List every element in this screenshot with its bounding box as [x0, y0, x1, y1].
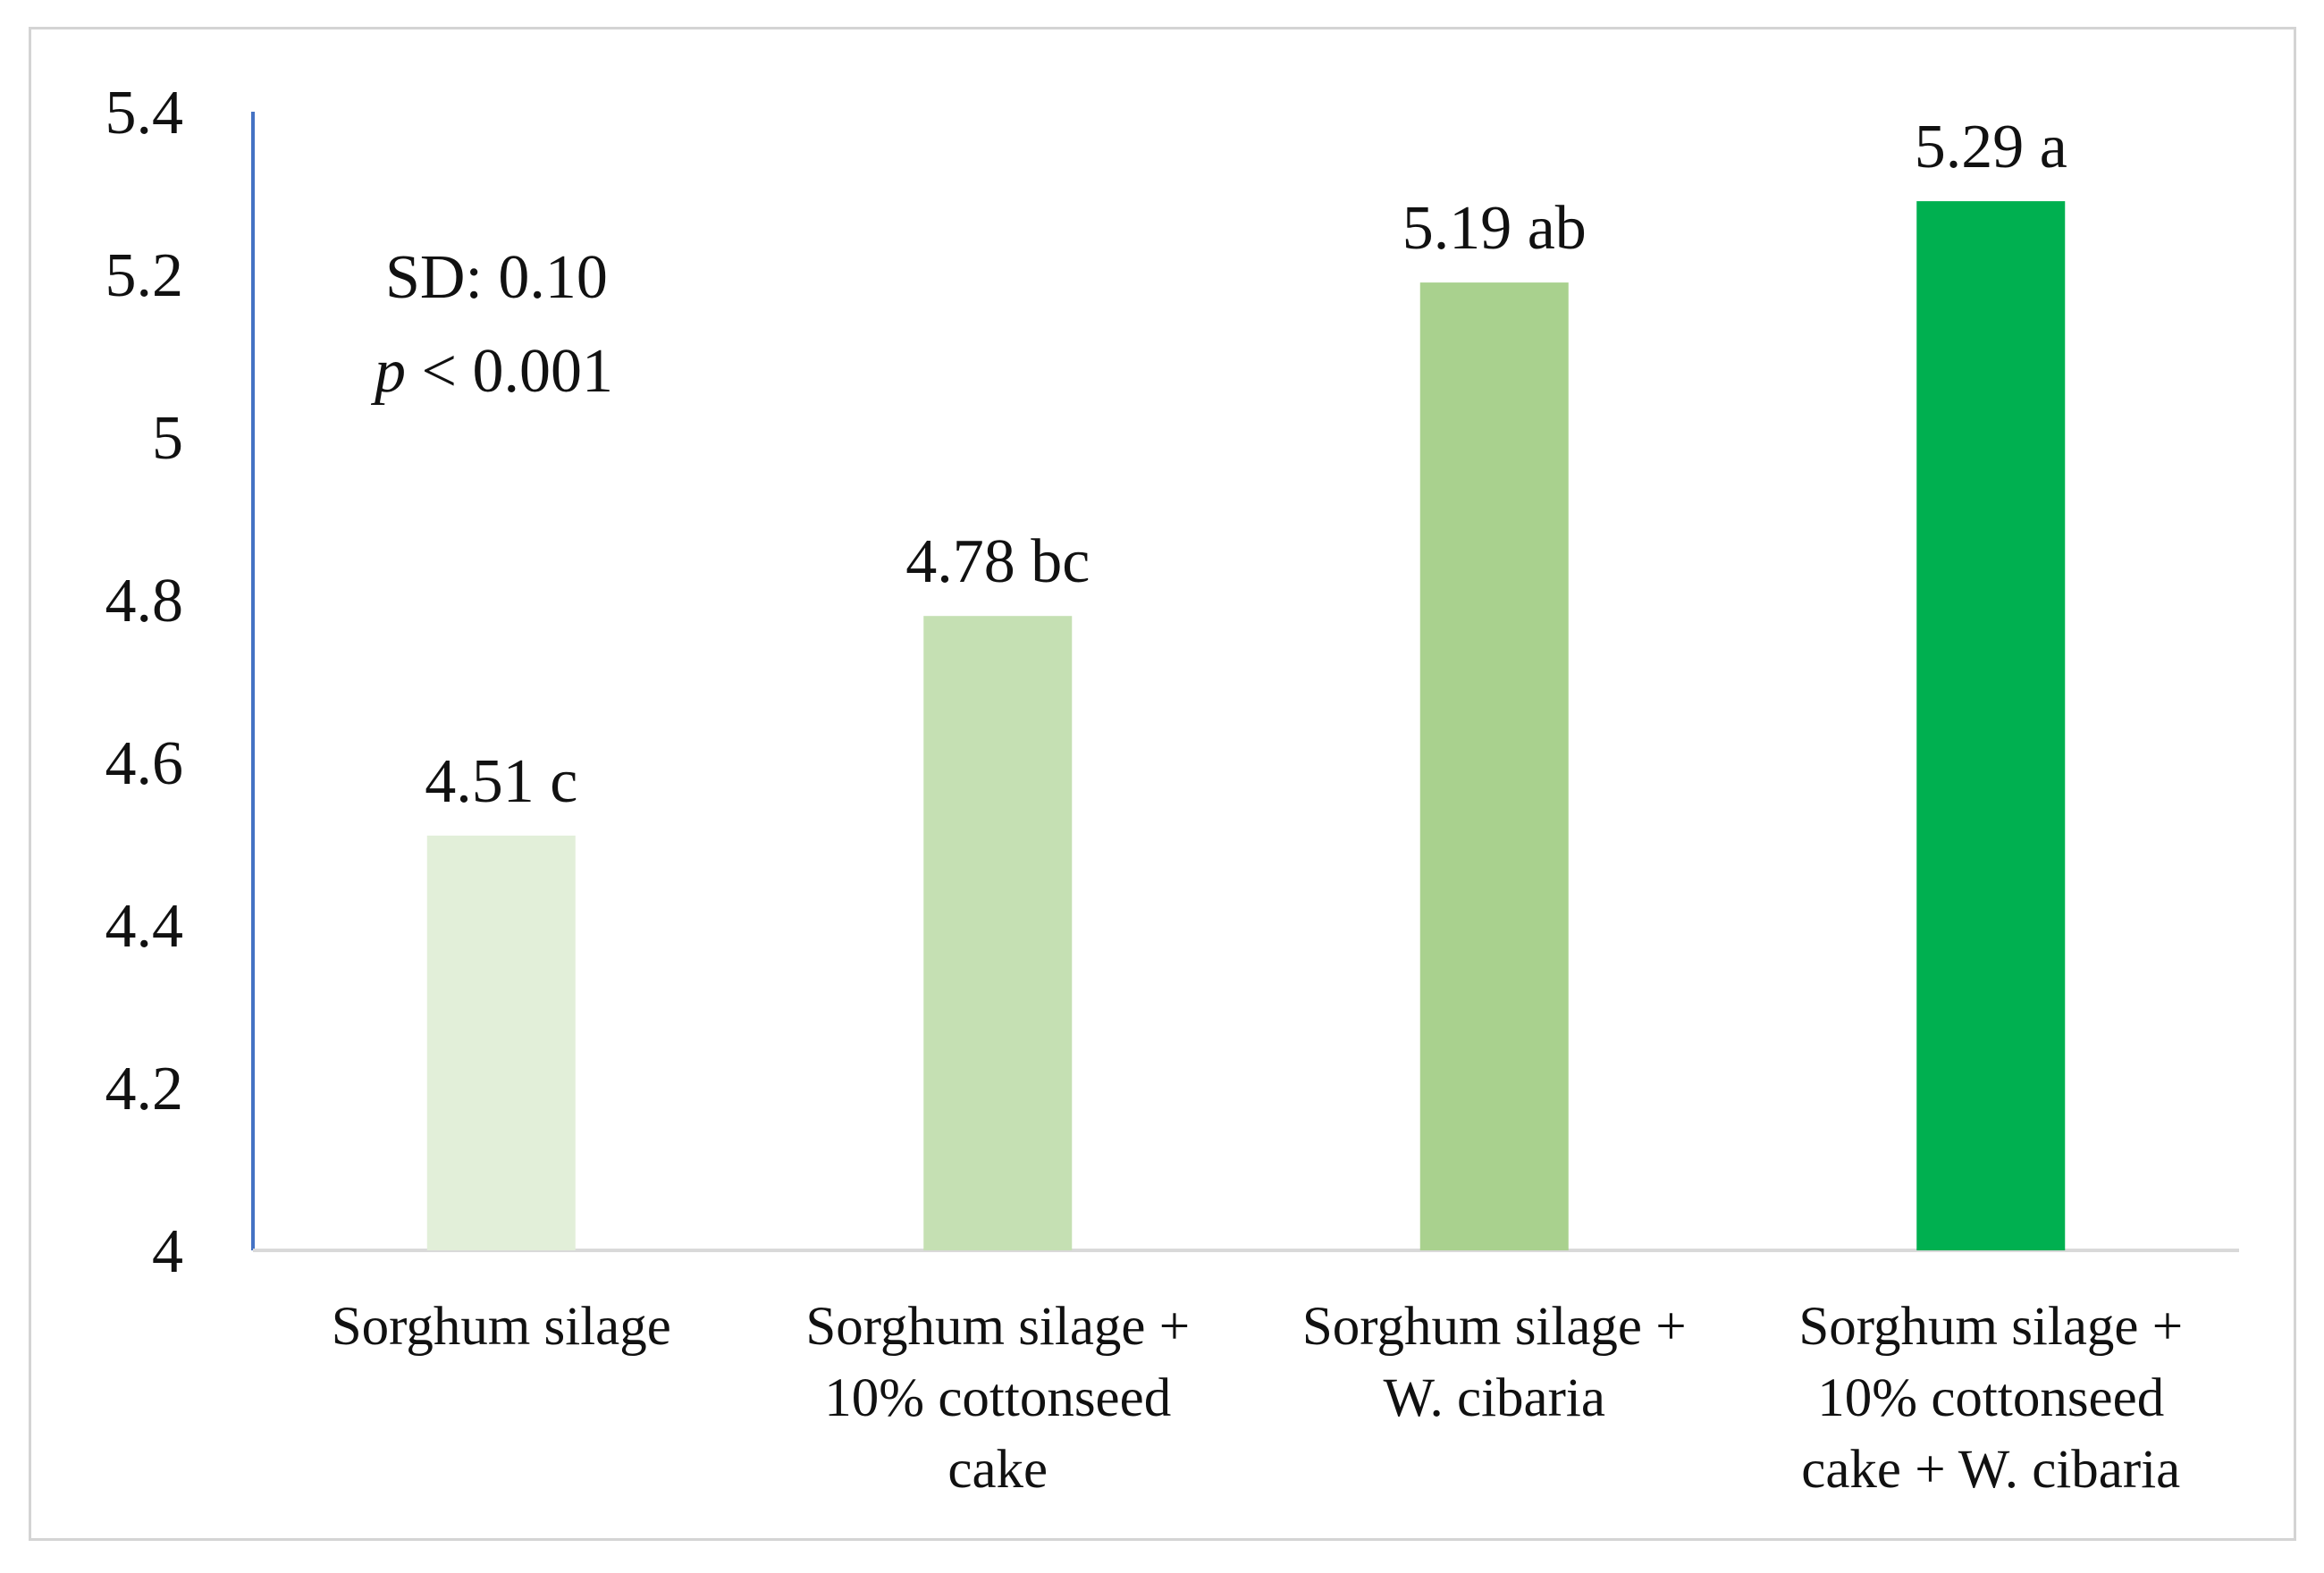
category-label-line: Sorghum silage +	[805, 1297, 1190, 1357]
y-tick-label: 5.2	[105, 241, 184, 310]
category-label-line: Sorghum silage +	[1302, 1297, 1687, 1357]
bar-chart: 4 4.2 4.4 4.6 4.8 5 5.2 5.4 4.51 c 4.78 bc 5.19 a…	[105, 79, 2239, 1500]
data-labels-group: 4.51 c 4.78 bc 5.19 ab 5.29 a	[425, 113, 2067, 816]
bar	[1419, 282, 1569, 1251]
bar-data-label: 5.19 ab	[1402, 194, 1587, 263]
y-tick-label: 4	[152, 1217, 183, 1286]
category-label-line: W. cibaria	[1384, 1368, 1605, 1428]
chart-frame: 4 4.2 4.4 4.6 4.8 5 5.2 5.4 4.51 c 4.78 bc 5.19 a…	[29, 27, 2296, 1541]
bar-data-label: 4.78 bc	[905, 527, 1090, 596]
bar-data-label: 5.29 a	[1915, 113, 2067, 181]
y-tick-label: 4.6	[105, 729, 184, 798]
y-tick-labels: 4 4.2 4.4 4.6 4.8 5 5.2 5.4	[105, 79, 184, 1286]
y-tick-label: 4.2	[105, 1055, 184, 1123]
category-label-line: Sorghum silage +	[1798, 1297, 2183, 1357]
p-rest: < 0.001	[406, 337, 613, 406]
category-label-line: cake + W. cibaria	[1801, 1440, 2180, 1500]
bar	[923, 616, 1073, 1250]
category-label-line: 10% cottonseed	[1817, 1368, 2164, 1428]
bar	[1916, 201, 2066, 1251]
sd-annotation: SD: 0.10	[385, 243, 608, 312]
y-tick-label: 4.8	[105, 567, 184, 635]
bars-group	[426, 201, 2066, 1251]
y-tick-label: 4.4	[105, 892, 184, 961]
bar	[426, 835, 576, 1250]
category-label-line: 10% cottonseed	[824, 1368, 1171, 1428]
y-tick-label: 5	[152, 404, 183, 473]
category-label-line: cake	[947, 1440, 1048, 1500]
p-symbol: p	[370, 337, 406, 406]
stats-annotation: SD: 0.10 p < 0.001	[370, 243, 613, 406]
p-value-annotation: p < 0.001	[370, 337, 613, 406]
bar-data-label: 4.51 c	[425, 747, 577, 816]
y-tick-label: 5.4	[105, 79, 184, 147]
category-label-line: Sorghum silage	[332, 1297, 671, 1357]
category-labels-group: Sorghum silage Sorghum silage + 10% cotton…	[332, 1297, 2183, 1500]
